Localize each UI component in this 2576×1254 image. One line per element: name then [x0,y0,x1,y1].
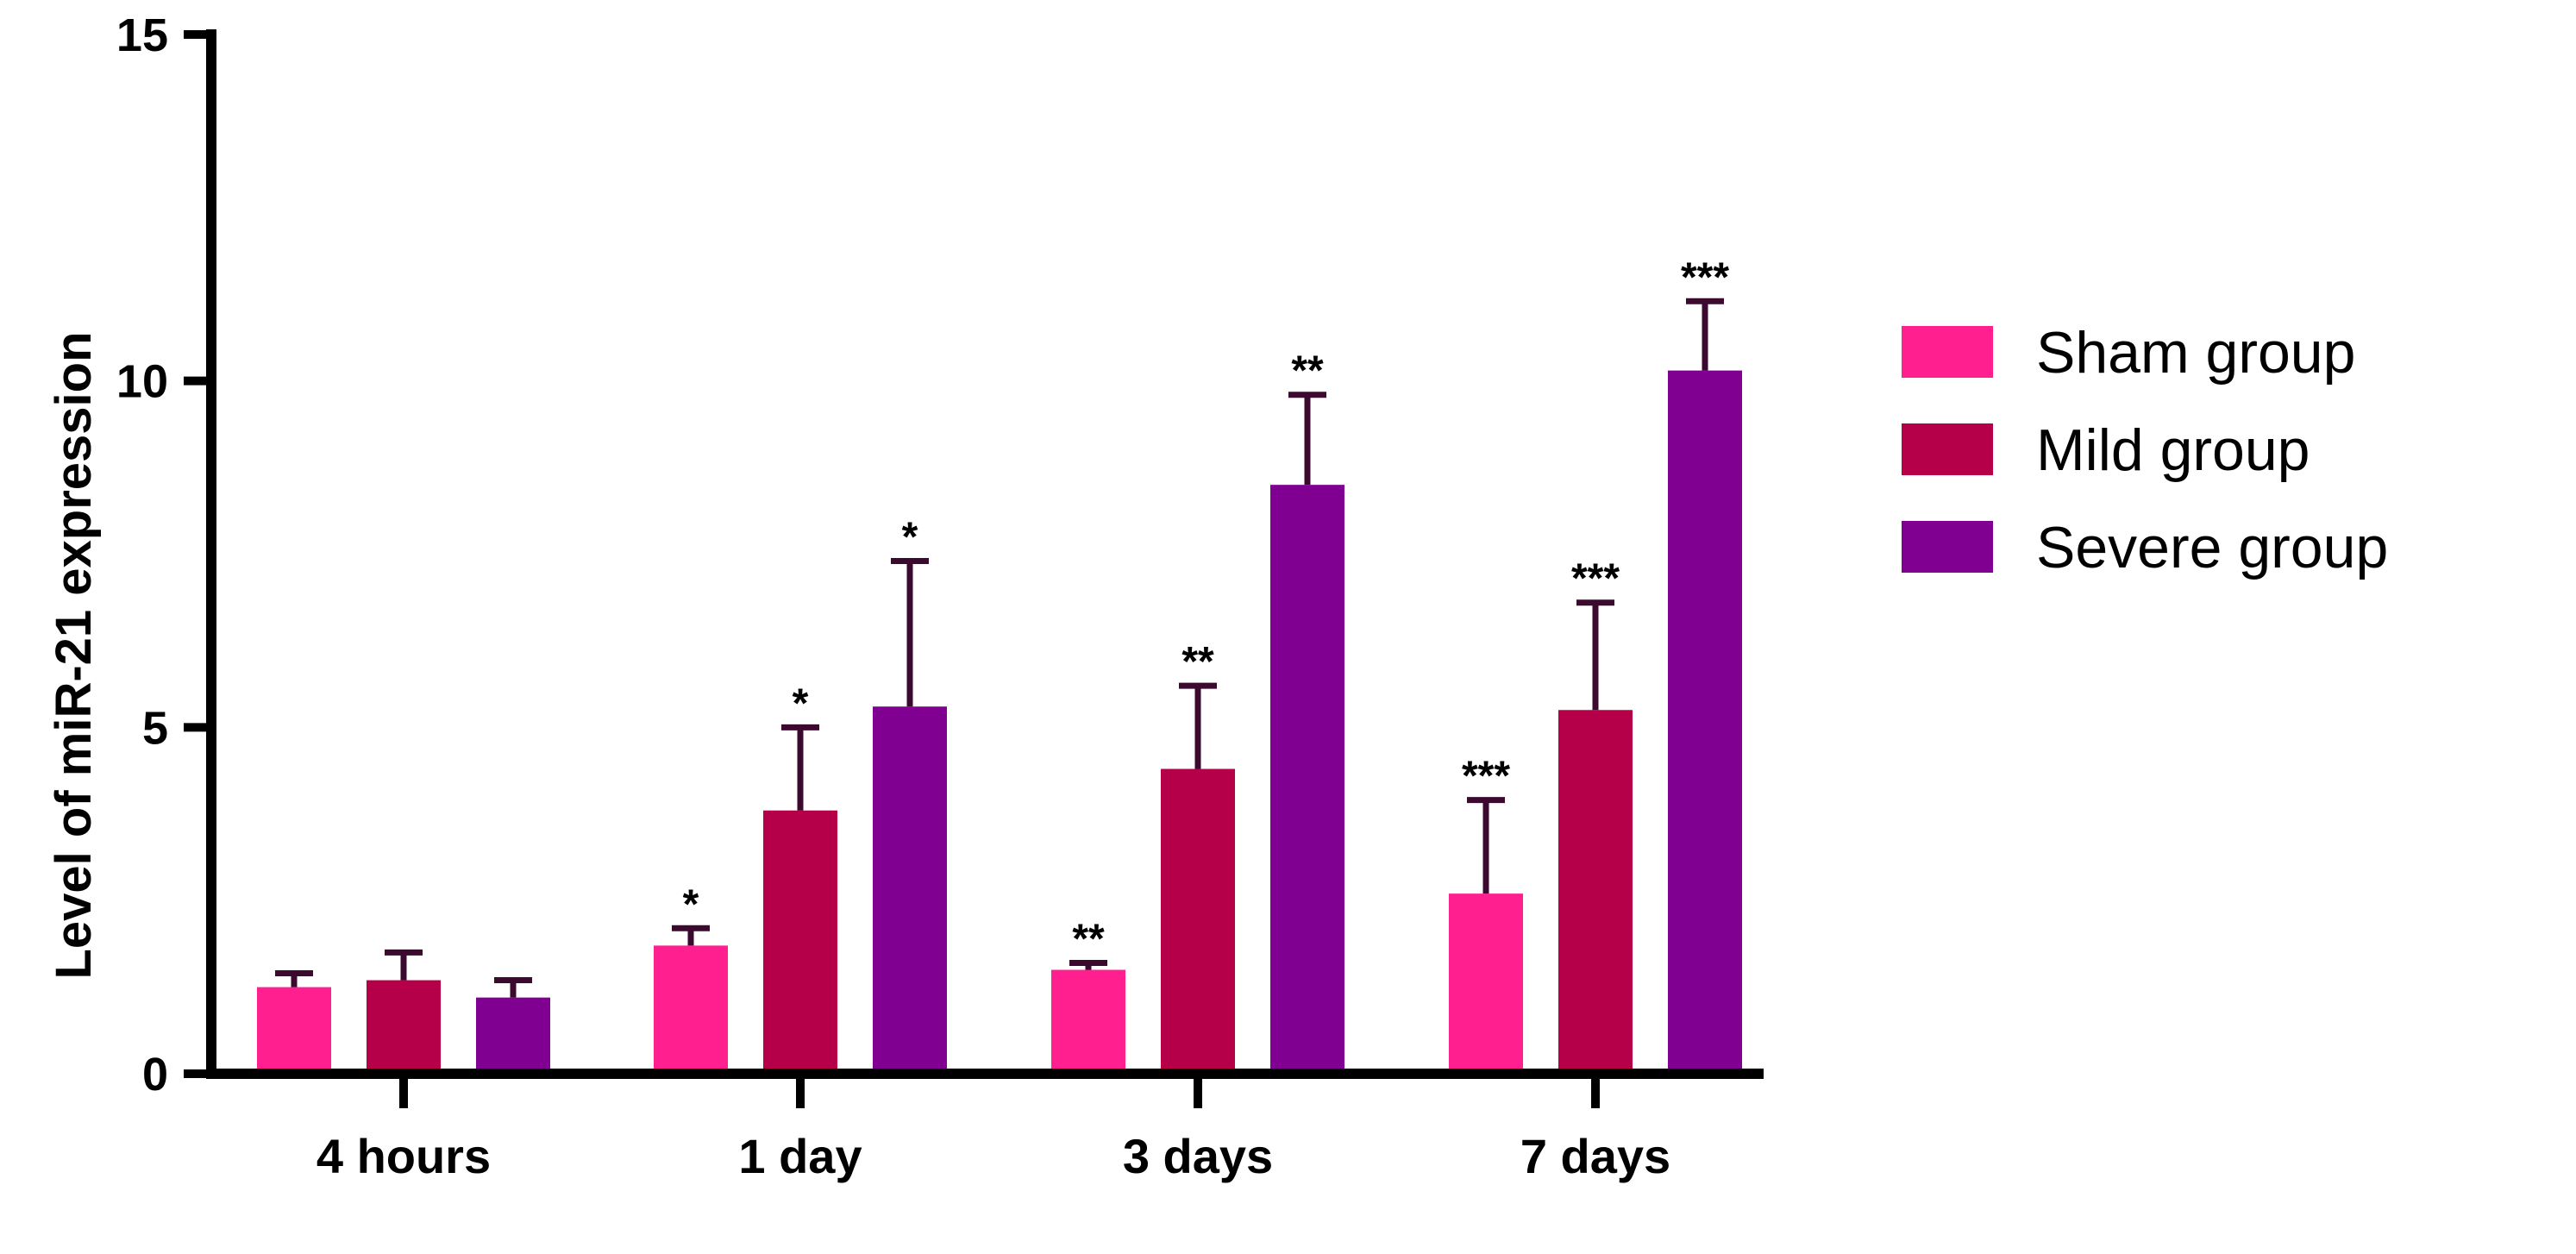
x-tick-label: 4 hours [317,1129,491,1183]
significance-label: *** [1571,556,1620,602]
y-tick-label: 0 [142,1049,168,1100]
bar [763,810,837,1074]
significance-label: *** [1681,254,1729,300]
bar [257,987,331,1074]
y-tick-label: 15 [116,9,168,61]
bar [1270,485,1344,1074]
y-tick-label: 5 [142,702,168,754]
significance-label: ** [1072,916,1105,962]
legend-swatch [1902,521,1993,573]
bar [1161,768,1235,1074]
x-tick-label: 3 days [1123,1129,1273,1183]
bar [1449,893,1523,1074]
legend-label: Sham group [2036,320,2355,386]
legend-swatch [1902,423,1993,475]
significance-label: * [683,881,699,927]
bars-layer: ****************** [257,254,1742,1074]
legend: Sham group Mild group Severe group [1902,320,2388,580]
legend-label: Severe group [2036,515,2388,580]
significance-label: ** [1291,348,1324,394]
legend-swatch [1902,326,1993,378]
significance-label: * [902,515,918,561]
x-tick-label: 7 days [1520,1129,1670,1183]
x-tick-label: 1 day [738,1129,862,1183]
legend-label: Mild group [2036,417,2310,483]
significance-label: * [793,680,809,726]
y-axis-title: Level of miR-21 expression [46,331,102,979]
significance-label: ** [1181,639,1214,685]
bar [654,945,728,1074]
bar [1668,370,1742,1074]
axes-layer: 0 5 10 15 4 hours 1 day 3 days 7 days [116,9,1764,1183]
significance-label: *** [1462,754,1510,799]
bar [1051,969,1125,1074]
bar [367,980,441,1074]
y-tick-label: 10 [116,356,168,408]
bar [873,706,947,1074]
bar [1558,710,1633,1074]
bar [476,997,550,1074]
